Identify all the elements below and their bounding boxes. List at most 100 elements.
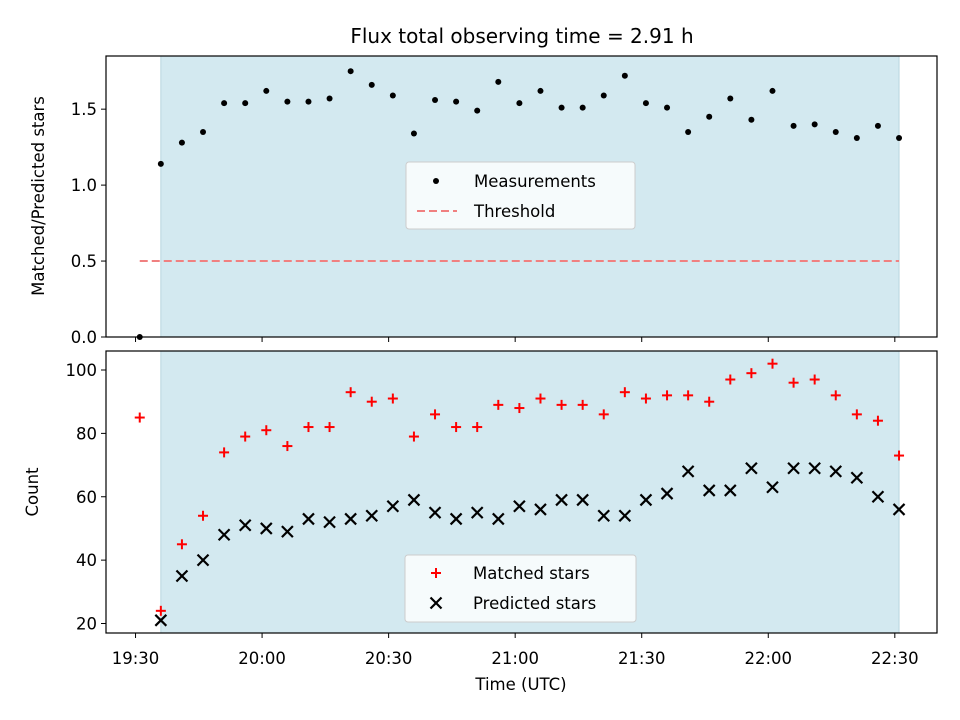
x-axis-label: Time (UTC) bbox=[474, 675, 566, 694]
matched-star-point bbox=[219, 447, 230, 458]
measurement-point bbox=[157, 160, 164, 167]
measurement-point bbox=[495, 78, 502, 85]
measurement-point bbox=[874, 122, 881, 129]
matched-star-point bbox=[134, 412, 145, 423]
matched-star-point bbox=[788, 377, 799, 388]
predicted-star-point bbox=[449, 512, 463, 526]
predicted-star-point bbox=[850, 471, 864, 485]
bottom-legend: Matched stars Predicted stars bbox=[404, 554, 637, 623]
matched-star-point bbox=[198, 510, 209, 521]
predicted-star-b bbox=[829, 465, 843, 478]
measurement-point bbox=[706, 113, 713, 120]
matched-star-point bbox=[767, 358, 778, 369]
measurement-point bbox=[832, 128, 839, 135]
predicted-star-point bbox=[175, 569, 189, 583]
predicted-star-point bbox=[344, 512, 357, 526]
predicted-star-b bbox=[154, 614, 168, 627]
predicted-star-b bbox=[787, 461, 800, 475]
measurement-point bbox=[221, 100, 228, 107]
predicted-star-point bbox=[154, 614, 168, 627]
predicted-star-point bbox=[829, 465, 843, 478]
matched-star-point bbox=[155, 605, 166, 616]
matched-star-point bbox=[240, 431, 251, 442]
predicted-star-b bbox=[386, 499, 400, 513]
predicted-star-point bbox=[702, 484, 716, 497]
predicted-star-b bbox=[892, 503, 906, 516]
predicted-star-b bbox=[597, 509, 611, 523]
legend-measurements-marker bbox=[433, 178, 439, 184]
matched-star-point bbox=[324, 422, 335, 433]
measurement-point bbox=[811, 121, 818, 128]
measurement-point bbox=[432, 97, 439, 104]
predicted-star-point bbox=[892, 503, 906, 516]
predicted-star-point bbox=[597, 509, 611, 523]
measurement-point bbox=[389, 92, 396, 99]
measurement-point bbox=[558, 104, 565, 111]
matched-star-point bbox=[345, 387, 356, 398]
measurement-point bbox=[664, 104, 671, 111]
matched-star-point bbox=[851, 409, 862, 420]
bottom-y-tick-label: 60 bbox=[76, 488, 97, 507]
matched-star-point bbox=[746, 368, 757, 379]
predicted-star-b bbox=[449, 512, 463, 526]
predicted-star-b bbox=[639, 493, 653, 507]
chart-title: Flux total observing time = 2.91 h bbox=[350, 24, 693, 48]
predicted-star-b bbox=[344, 512, 357, 526]
measurement-point bbox=[727, 95, 734, 102]
predicted-star-point bbox=[196, 553, 210, 567]
measurement-point bbox=[368, 81, 375, 88]
measurement-point bbox=[284, 98, 291, 105]
measurement-point bbox=[790, 122, 797, 129]
predicted-star-b bbox=[323, 515, 336, 529]
predicted-star-point bbox=[407, 493, 421, 507]
measurement-point bbox=[200, 128, 207, 135]
predicted-star-b bbox=[534, 503, 547, 516]
measurement-point bbox=[537, 87, 544, 94]
matched-star-point bbox=[725, 374, 736, 385]
predicted-star-point bbox=[787, 461, 800, 475]
bottom-y-tick-label: 40 bbox=[76, 551, 97, 570]
predicted-star-point bbox=[639, 493, 653, 507]
predicted-star-b bbox=[576, 493, 589, 507]
predicted-star-point bbox=[618, 509, 632, 523]
predicted-star-b bbox=[196, 553, 210, 567]
legend-matched-label: Matched stars bbox=[473, 564, 590, 583]
matched-star-point bbox=[451, 422, 462, 433]
measurement-point bbox=[516, 100, 523, 107]
measurement-point bbox=[748, 116, 755, 123]
predicted-star-point bbox=[745, 461, 758, 475]
matched-star-point bbox=[261, 425, 272, 436]
predicted-star-b bbox=[513, 499, 526, 513]
matched-star-point bbox=[556, 399, 567, 410]
predicted-star-b bbox=[302, 512, 315, 526]
bottom-x-tick-label: 20:00 bbox=[238, 649, 286, 668]
top-panel: 0.0 0.5 1.0 1.5 Measurements Threshold bbox=[71, 55, 938, 347]
matched-star-point bbox=[535, 393, 546, 404]
predicted-star-b bbox=[681, 465, 695, 478]
predicted-star-b bbox=[618, 509, 632, 523]
matched-star-point bbox=[303, 422, 314, 433]
predicted-star-point bbox=[217, 528, 231, 542]
predicted-star-b bbox=[407, 493, 421, 507]
matched-star-point bbox=[408, 431, 419, 442]
top-y-axis-label: Matched/Predicted stars bbox=[29, 96, 48, 296]
top-y-tick-label: 1.5 bbox=[71, 100, 97, 119]
bottom-x-tick-label: 21:30 bbox=[618, 649, 666, 668]
matched-star-point bbox=[577, 399, 588, 410]
measurement-point bbox=[769, 87, 776, 94]
predicted-star-b bbox=[850, 471, 864, 485]
measurement-point bbox=[685, 128, 692, 135]
predicted-star-b bbox=[702, 484, 716, 497]
predicted-star-b bbox=[175, 569, 189, 583]
matched-star-point bbox=[872, 415, 883, 426]
measurement-point bbox=[242, 100, 249, 107]
matched-star-point bbox=[640, 393, 651, 404]
matched-star-point bbox=[387, 393, 398, 404]
legend-predicted-marker-b bbox=[429, 596, 443, 610]
predicted-star-b bbox=[260, 522, 273, 535]
bottom-panel: 20 40 60 80 100 19:30 20:00 20:30 21:00 21:30 22:0… bbox=[66, 350, 938, 668]
predicted-star-b bbox=[238, 518, 252, 532]
matched-star-point bbox=[366, 396, 377, 407]
measurement-point bbox=[326, 95, 333, 102]
measurement-point bbox=[347, 68, 354, 75]
